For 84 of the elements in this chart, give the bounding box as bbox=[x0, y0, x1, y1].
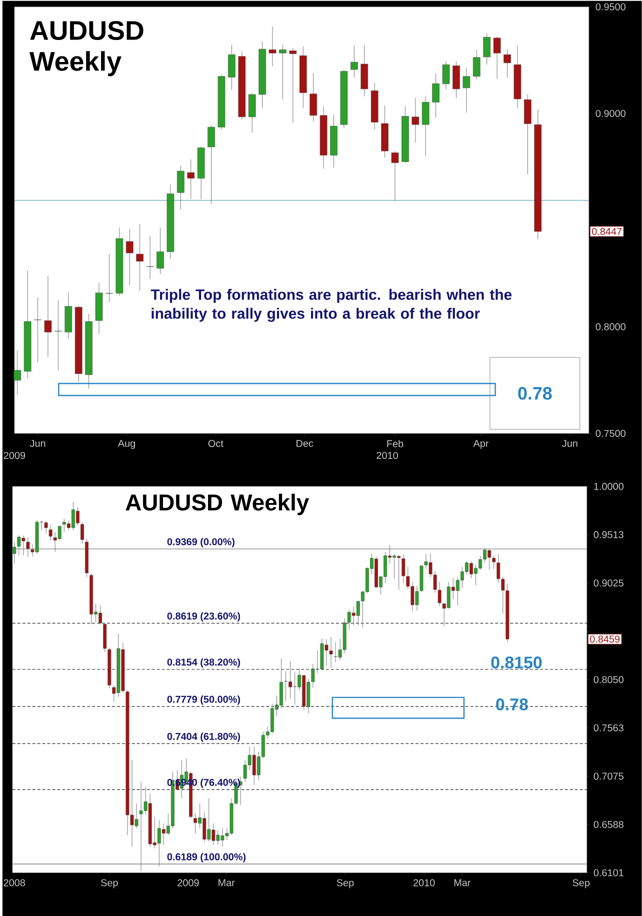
ref-line-label: 0.6189 (100.00%) bbox=[167, 853, 246, 862]
candlestick bbox=[402, 554, 406, 584]
candlestick bbox=[14, 350, 22, 396]
candlestick bbox=[442, 61, 450, 90]
annotation: 0.78 bbox=[496, 698, 528, 710]
candlestick bbox=[310, 72, 318, 122]
x-tick-label: 2008 bbox=[4, 879, 26, 886]
candlestick bbox=[289, 48, 297, 124]
x-tick-label: Dec bbox=[296, 440, 314, 447]
candlestick bbox=[12, 542, 16, 564]
candlestick bbox=[452, 61, 460, 98]
x-tick-label: Sep bbox=[336, 879, 354, 888]
y-tick-label: 0.9513 bbox=[594, 531, 624, 538]
candlestick bbox=[432, 73, 440, 118]
text: AUDUSD Weekly bbox=[30, 21, 144, 76]
candlestick bbox=[44, 275, 52, 358]
annotation: 0.8447 bbox=[592, 228, 622, 235]
candlestick bbox=[493, 36, 501, 80]
candlestick bbox=[504, 48, 511, 78]
x-tick-label: 2010 bbox=[414, 879, 435, 886]
candlestick bbox=[391, 150, 399, 202]
y-tick-label: 0.7563 bbox=[594, 724, 624, 732]
x-tick-label: Mar bbox=[218, 879, 235, 886]
candlestick bbox=[156, 227, 164, 274]
candlestick bbox=[106, 254, 113, 303]
ref-line-label: 0.9369 (0.00%) bbox=[167, 538, 235, 548]
y-tick-label: 0.9000 bbox=[596, 110, 626, 118]
y-tick-label: 0.6588 bbox=[594, 820, 624, 828]
candlestick bbox=[54, 300, 62, 371]
y-tick-label: 0.9500 bbox=[596, 3, 626, 10]
candlestick bbox=[26, 536, 30, 558]
text: 2009 bbox=[4, 452, 26, 459]
candlestick bbox=[44, 520, 48, 534]
annotation: 0.8150 bbox=[491, 656, 542, 669]
candlestick bbox=[268, 26, 276, 67]
ref-line-label: 0.7779 (50.00%) bbox=[167, 695, 240, 705]
candlestick bbox=[126, 228, 134, 286]
candlestick bbox=[279, 44, 286, 100]
candlestick bbox=[412, 98, 420, 143]
candlestick bbox=[350, 45, 358, 78]
text: 2010 bbox=[376, 452, 398, 459]
annotation: Triple Top formations are partic. bearish when the inability to rally gives into a break of the floor bbox=[150, 288, 512, 322]
candlestick bbox=[194, 813, 198, 834]
candlestick bbox=[34, 297, 42, 362]
x-tick-label: Sep bbox=[101, 879, 118, 888]
y-tick-label: 0.8000 bbox=[596, 323, 626, 330]
x-tick-label: Apr bbox=[473, 440, 489, 449]
y-tick-label: 0.8050 bbox=[594, 676, 624, 684]
x-tick-label: Jun bbox=[30, 440, 46, 447]
ref-line-label: 0.7404 (61.80%) bbox=[167, 732, 240, 742]
candlestick bbox=[208, 125, 215, 204]
candlestick bbox=[438, 582, 442, 606]
x-tick-label: Oct bbox=[208, 440, 224, 447]
candlestick bbox=[187, 159, 195, 200]
annotation: 0.8459 bbox=[590, 636, 620, 643]
candlestick bbox=[492, 555, 496, 570]
candlestick bbox=[177, 166, 184, 210]
candlestick bbox=[433, 571, 437, 594]
candlestick bbox=[228, 44, 236, 90]
y-tick-label: 0.9025 bbox=[594, 579, 624, 587]
y-tick-label: 0.6101 bbox=[594, 869, 624, 876]
candlestick bbox=[48, 525, 52, 541]
y-tick-label: 0.7500 bbox=[596, 430, 626, 437]
candlestick bbox=[80, 522, 84, 544]
x-tick-label: Feb bbox=[387, 440, 404, 448]
y-tick-label: 1.0000 bbox=[594, 482, 624, 490]
candlestick bbox=[422, 96, 430, 156]
ref-line-label: 0.8619 (23.60%) bbox=[167, 612, 240, 622]
x-tick-label: Aug bbox=[118, 440, 135, 449]
candlestick bbox=[483, 32, 491, 65]
chart-title: AUDUSD Weekly bbox=[126, 494, 310, 516]
x-tick-label: 2009 bbox=[178, 879, 199, 886]
x-tick-label: Sep bbox=[572, 879, 590, 888]
candlestick bbox=[136, 224, 144, 291]
x-tick-label: Mar bbox=[454, 879, 471, 886]
candlestick bbox=[473, 49, 480, 80]
candlestick bbox=[146, 235, 154, 280]
candlestick bbox=[462, 68, 470, 114]
x-tick-label: Jun bbox=[562, 440, 578, 447]
candlestick bbox=[284, 670, 288, 702]
annotation: 0.78 bbox=[518, 386, 552, 400]
ref-line-label: 0.8154 (38.20%) bbox=[167, 658, 240, 668]
candlestick bbox=[248, 92, 256, 133]
y-tick-label: 0.7075 bbox=[594, 772, 624, 780]
